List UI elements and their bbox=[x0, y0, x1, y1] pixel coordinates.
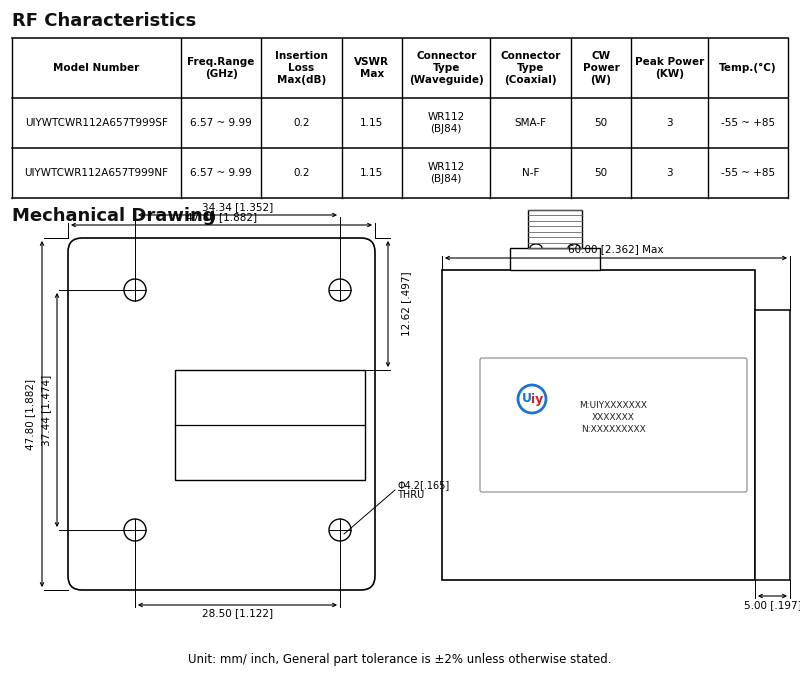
Text: Connector
Type
(Waveguide): Connector Type (Waveguide) bbox=[409, 51, 484, 84]
Text: M:UIYXXXXXXX: M:UIYXXXXXXX bbox=[579, 401, 647, 410]
Text: 0.2: 0.2 bbox=[294, 168, 310, 178]
Text: 3: 3 bbox=[666, 118, 673, 128]
Text: 34.34 [1.352]: 34.34 [1.352] bbox=[202, 202, 273, 212]
Text: 37.44 [1.474]: 37.44 [1.474] bbox=[41, 375, 51, 446]
FancyBboxPatch shape bbox=[68, 238, 375, 590]
Text: RF Characteristics: RF Characteristics bbox=[12, 12, 196, 30]
Text: CW
Power
(W): CW Power (W) bbox=[582, 51, 619, 84]
Text: VSWR
Max: VSWR Max bbox=[354, 57, 390, 79]
Text: Model Number: Model Number bbox=[54, 63, 139, 73]
Bar bbox=[175, 370, 365, 480]
Text: Freq.Range
(GHz): Freq.Range (GHz) bbox=[187, 57, 254, 79]
Text: U: U bbox=[522, 392, 532, 405]
Bar bbox=[755, 310, 790, 580]
Bar bbox=[442, 270, 755, 580]
Text: UIYWTCWR112A657T999SF: UIYWTCWR112A657T999SF bbox=[25, 118, 168, 128]
Text: 47.80 [1.882]: 47.80 [1.882] bbox=[25, 379, 35, 449]
Text: Insertion
Loss
Max(dB): Insertion Loss Max(dB) bbox=[275, 51, 328, 84]
Text: 60.00 [2.362] Max: 60.00 [2.362] Max bbox=[568, 244, 664, 254]
Text: N-F: N-F bbox=[522, 168, 539, 178]
Text: 1.15: 1.15 bbox=[360, 168, 383, 178]
FancyBboxPatch shape bbox=[480, 358, 747, 492]
Text: Connector
Type
(Coaxial): Connector Type (Coaxial) bbox=[501, 51, 561, 84]
Text: Mechanical Drawing: Mechanical Drawing bbox=[12, 207, 215, 225]
Text: 3: 3 bbox=[666, 168, 673, 178]
Text: 50: 50 bbox=[594, 168, 607, 178]
Bar bbox=[528, 210, 582, 248]
Text: -55 ~ +85: -55 ~ +85 bbox=[721, 168, 775, 178]
Text: Temp.(°C): Temp.(°C) bbox=[719, 63, 777, 73]
Text: WR112
(BJ84): WR112 (BJ84) bbox=[428, 113, 465, 134]
Text: Unit: mm/ inch, General part tolerance is ±2% unless otherwise stated.: Unit: mm/ inch, General part tolerance i… bbox=[188, 654, 612, 667]
Text: iy: iy bbox=[531, 392, 543, 405]
Text: UIYWTCWR112A657T999NF: UIYWTCWR112A657T999NF bbox=[25, 168, 169, 178]
Text: 12.62 [.497]: 12.62 [.497] bbox=[401, 272, 411, 336]
Text: 47.80 [1.882]: 47.80 [1.882] bbox=[186, 212, 257, 222]
Text: 5.00 [.197]: 5.00 [.197] bbox=[744, 600, 800, 610]
Text: 6.57 ~ 9.99: 6.57 ~ 9.99 bbox=[190, 168, 252, 178]
Text: -55 ~ +85: -55 ~ +85 bbox=[721, 118, 775, 128]
Text: 6.57 ~ 9.99: 6.57 ~ 9.99 bbox=[190, 118, 252, 128]
Text: SMA-F: SMA-F bbox=[514, 118, 546, 128]
Text: WR112
(BJ84): WR112 (BJ84) bbox=[428, 162, 465, 184]
Text: 0.2: 0.2 bbox=[294, 118, 310, 128]
Text: XXXXXXX: XXXXXXX bbox=[592, 412, 635, 421]
Bar bbox=[510, 248, 600, 270]
Text: THRU: THRU bbox=[397, 490, 424, 500]
Text: 1.15: 1.15 bbox=[360, 118, 383, 128]
Text: 28.50 [1.122]: 28.50 [1.122] bbox=[202, 608, 273, 618]
Text: Peak Power
(KW): Peak Power (KW) bbox=[634, 57, 704, 79]
Text: N:XXXXXXXXX: N:XXXXXXXXX bbox=[581, 425, 646, 434]
Text: Φ4.2[.165]: Φ4.2[.165] bbox=[397, 480, 450, 490]
Text: 50: 50 bbox=[594, 118, 607, 128]
